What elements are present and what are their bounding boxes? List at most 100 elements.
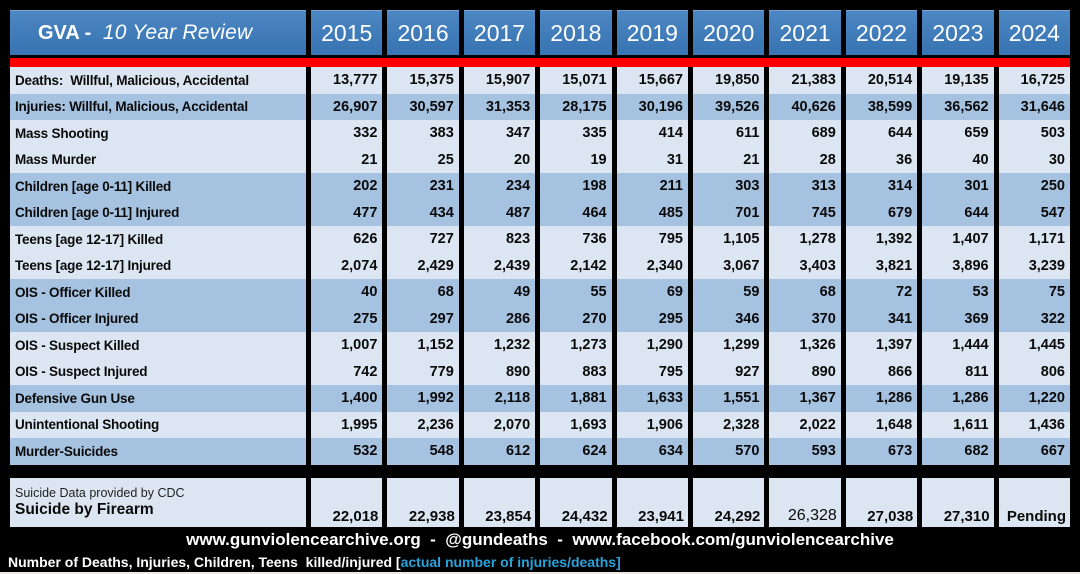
data-cell: 547 [998,199,1070,226]
data-cell: 1,397 [845,332,918,359]
table-title-subtitle: 10 Year Review [102,21,253,44]
data-cell: 231 [387,173,459,200]
data-cell: 1,407 [922,226,994,253]
data-cell: 1,633 [616,385,688,412]
data-cell: 13,777 [311,67,383,94]
data-cell: 2,022 [769,411,841,438]
data-cell: 866 [845,358,918,385]
data-cell: 19,850 [693,67,765,94]
data-cell: 313 [769,173,841,200]
year-header-2022: 2022 [845,10,918,55]
data-cell: 55 [540,279,612,306]
cdc-data-cell: 23,941 [616,477,688,527]
data-cell: 16,725 [998,67,1070,94]
year-header-2020: 2020 [693,10,765,55]
data-cell: 1,286 [845,385,918,412]
data-cell: 211 [616,173,688,200]
data-cell: 890 [769,358,841,385]
row-label: Children [age 0-11] Killed [10,173,306,200]
year-header-2023: 2023 [922,10,994,55]
year-header-2017: 2017 [463,10,536,55]
data-cell: 485 [616,199,688,226]
row-label: Teens [age 12-17] Killed [10,226,306,253]
data-cell: 1,906 [616,411,688,438]
data-cell: 477 [311,199,383,226]
data-cell: 644 [845,120,918,147]
year-header-2024: 2024 [998,10,1070,55]
data-cell: 31 [616,146,688,173]
data-cell: 667 [998,438,1070,465]
cdc-data-cell: 26,328 [769,477,841,527]
data-cell: 682 [922,438,994,465]
data-cell: 679 [845,199,918,226]
cdc-source-note: Suicide Data provided by CDC [15,485,185,500]
data-cell: 15,907 [463,67,536,94]
data-cell: 883 [540,358,612,385]
data-cell: 75 [998,279,1070,306]
cdc-suicide-section: Suicide Data provided by CDC Suicide by … [10,477,1070,527]
data-cell: 1,648 [845,411,918,438]
stats-table: GVA - 10 Year Review 2015 2016 2017 2018 201… [10,10,1070,527]
year-header-2015: 2015 [311,10,383,55]
data-cell: 59 [693,279,765,306]
data-cell: 1,326 [769,332,841,359]
data-cell: 736 [540,226,612,253]
data-cell: 1,367 [769,385,841,412]
data-cell: 1,273 [540,332,612,359]
data-cell: 369 [922,305,994,332]
footer: www.gunviolencearchive.org - @gundeaths … [0,527,1080,572]
data-cell: 1,611 [922,411,994,438]
data-cell: 2,328 [693,411,765,438]
data-cell: 21 [311,146,383,173]
data-cell: 1,392 [845,226,918,253]
data-cell: 202 [311,173,383,200]
data-cell: 890 [463,358,536,385]
data-rows: Deaths: Willful, Malicious, Accidental 13… [10,67,1070,465]
data-cell: 673 [845,438,918,465]
data-cell: 626 [311,226,383,253]
data-cell: 3,239 [998,252,1070,279]
data-cell: 3,403 [769,252,841,279]
data-cell: 49 [463,279,536,306]
data-cell: 1,436 [998,411,1070,438]
data-cell: 593 [769,438,841,465]
data-cell: 303 [693,173,765,200]
year-header-2021: 2021 [769,10,841,55]
data-cell: 1,232 [463,332,536,359]
data-cell: 297 [387,305,459,332]
data-cell: 1,007 [311,332,383,359]
data-cell: 40 [922,146,994,173]
data-cell: 30 [998,146,1070,173]
row-label: Children [age 0-11] Injured [10,199,306,226]
data-cell: 28,175 [540,93,612,120]
table-header-row: GVA - 10 Year Review 2015 2016 2017 2018 201… [10,10,1070,55]
data-cell: 689 [769,120,841,147]
data-cell: 26,907 [311,93,383,120]
data-cell: 370 [769,305,841,332]
data-cell: 286 [463,305,536,332]
row-label: Teens [age 12-17] Injured [10,252,306,279]
data-cell: 795 [616,226,688,253]
data-cell: 532 [311,438,383,465]
year-header-2016: 2016 [387,10,459,55]
footnote-blue-text: actual number of injuries/deaths] [400,554,621,570]
data-cell: 72 [845,279,918,306]
cdc-data-cell: Pending [998,477,1070,527]
data-cell: 548 [387,438,459,465]
data-cell: 624 [540,438,612,465]
cdc-data-cell: 22,018 [311,477,383,527]
row-label: Injuries: Willful, Malicious, Accidental [10,93,306,120]
data-cell: 612 [463,438,536,465]
footnote-white-text: Number of Deaths, Injuries, Children, Te… [8,554,401,570]
data-cell: 28 [769,146,841,173]
data-cell: 301 [922,173,994,200]
data-cell: 68 [387,279,459,306]
cdc-data-cell: 23,854 [463,477,536,527]
data-cell: 40 [311,279,383,306]
data-cell: 40,626 [769,93,841,120]
row-label: Deaths: Willful, Malicious, Accidental [10,67,306,94]
data-cell: 36,562 [922,93,994,120]
data-cell: 742 [311,358,383,385]
data-cell: 38,599 [845,93,918,120]
data-cell: 2,429 [387,252,459,279]
